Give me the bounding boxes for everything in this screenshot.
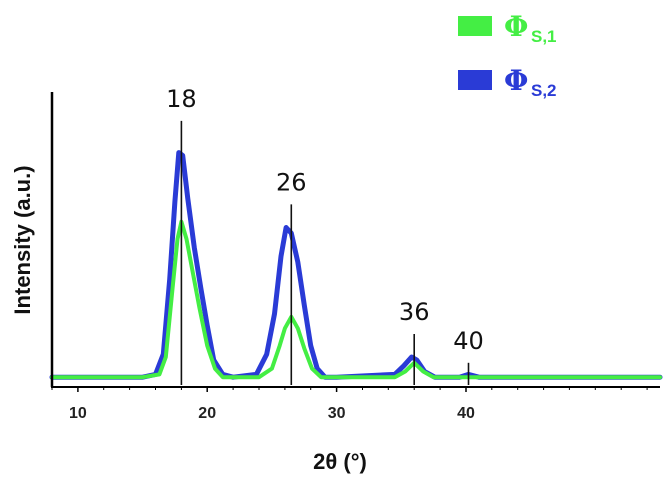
legend-label-1: Φ xyxy=(504,10,528,43)
x-ticks: 10 20 30 40 xyxy=(51,387,648,422)
series-line-2 xyxy=(49,150,663,380)
legend-swatch-1 xyxy=(458,16,492,36)
x-tick-label: 10 xyxy=(69,405,87,422)
peak-markers: 18 26 36 40 xyxy=(166,85,484,385)
legend-subscript-1: S,1 xyxy=(531,27,557,46)
plot-area xyxy=(49,150,663,380)
legend: Φ S,1Φ S,2 xyxy=(458,10,557,100)
x-tick-label: 40 xyxy=(457,405,475,422)
peak-label-26: 26 xyxy=(276,168,307,196)
legend-label-2: Φ xyxy=(504,64,528,97)
peak-label-36: 36 xyxy=(399,298,430,326)
legend-swatch-2 xyxy=(458,70,492,90)
y-axis-title: Intensity (a.u.) xyxy=(10,165,35,314)
x-tick-label: 30 xyxy=(328,405,346,422)
x-tick-label: 20 xyxy=(198,405,216,422)
x-axis-title: 2θ (°) xyxy=(313,449,367,474)
legend-subscript-2: S,2 xyxy=(531,81,557,100)
series-line-1 xyxy=(50,219,662,380)
peak-label-40: 40 xyxy=(453,327,484,355)
peak-label-18: 18 xyxy=(166,85,197,113)
